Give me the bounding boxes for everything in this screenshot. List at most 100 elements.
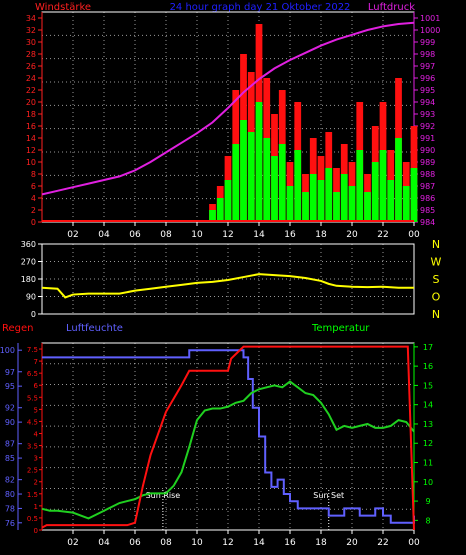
climate-panel-xtick-label: 06 bbox=[129, 538, 141, 548]
humidity-series-line bbox=[42, 349, 415, 524]
pressure-ytick-label: 990 bbox=[420, 146, 435, 155]
wind-avg-bar bbox=[333, 192, 340, 222]
rain-ytick-label: 2.5 bbox=[27, 467, 38, 475]
direction-ytick-label: 360 bbox=[21, 240, 36, 249]
pressure-ytick-label: 996 bbox=[420, 74, 435, 83]
wind-avg-bar bbox=[286, 186, 294, 222]
temperature-series-line bbox=[41, 380, 415, 520]
wind-avg-bar bbox=[379, 150, 387, 222]
pressure-ytick-label: 987 bbox=[420, 182, 435, 191]
temperature-ytick-label: 10 bbox=[423, 478, 433, 487]
wind-avg-bar bbox=[216, 198, 224, 222]
wind-ytick-label: 30 bbox=[26, 38, 36, 47]
pressure-series-line bbox=[41, 21, 415, 196]
wind-panel-xtick-label: 06 bbox=[129, 230, 141, 240]
direction-compass-label: N bbox=[432, 308, 440, 321]
wind-ytick-label: 20 bbox=[26, 98, 36, 107]
wind-avg-bar bbox=[263, 138, 271, 222]
temperature-ytick-label: 12 bbox=[423, 439, 433, 448]
temperature-ytick-label: 11 bbox=[423, 459, 433, 468]
wind-ytick-label: 26 bbox=[26, 62, 36, 71]
temperature-ytick-label: 14 bbox=[423, 401, 433, 410]
climate-panel-xtick-label: 14 bbox=[253, 538, 265, 548]
pressure-ytick-label: 986 bbox=[420, 194, 435, 203]
sun-marker-label: Sun Rise bbox=[146, 491, 181, 500]
humidity-ytick-label: 97 bbox=[5, 368, 15, 377]
wind-avg-bar bbox=[395, 138, 402, 222]
humidity-axis-title: Luftfeuchte bbox=[66, 323, 123, 334]
wind-avg-bar bbox=[410, 168, 418, 222]
wind-axis-title: Windstärke bbox=[35, 2, 91, 13]
sun-marker-label: Sun Set bbox=[313, 491, 344, 500]
wind-avg-bar bbox=[348, 186, 356, 222]
rain-ytick-label: 6.5 bbox=[27, 370, 38, 378]
climate-panel-xtick-label: 22 bbox=[377, 538, 388, 548]
wind-avg-bar bbox=[294, 150, 302, 222]
rain-ytick-label: 1 bbox=[34, 503, 38, 511]
wind-panel-xtick-label: 12 bbox=[222, 230, 233, 240]
direction-ytick-label: 0 bbox=[31, 310, 36, 319]
humidity-ytick-label: 90 bbox=[5, 418, 15, 427]
wind-avg-bar bbox=[309, 174, 317, 222]
direction-ytick-label: 180 bbox=[21, 275, 36, 284]
wind-ytick-label: 24 bbox=[26, 74, 36, 83]
pressure-axis-title: Luftdruck bbox=[368, 2, 415, 13]
wind-panel-xtick-label: 10 bbox=[191, 230, 203, 240]
wind-panel-xtick-label: 04 bbox=[98, 230, 110, 240]
wind-avg-bar bbox=[371, 162, 379, 222]
humidity-ytick-label: 78 bbox=[5, 504, 15, 513]
wind-panel-xtick-label: 22 bbox=[377, 230, 388, 240]
wind-panel-xtick-label: 02 bbox=[67, 230, 78, 240]
rain-ytick-label: 0.5 bbox=[27, 515, 38, 523]
wind-avg-bar bbox=[325, 168, 333, 222]
climate-panel-xtick-label: 18 bbox=[315, 538, 327, 548]
wind-avg-bar bbox=[224, 180, 232, 222]
rain-ytick-label: 7 bbox=[34, 358, 38, 366]
wind-avg-bar bbox=[240, 120, 247, 222]
wind-avg-bar bbox=[209, 210, 216, 222]
wind-panel-xtick-label: 16 bbox=[284, 230, 296, 240]
wind-panel-xtick-label: 14 bbox=[253, 230, 265, 240]
wind-ytick-label: 0 bbox=[31, 218, 36, 227]
climate-panel-xtick-label: 10 bbox=[191, 538, 203, 548]
wind-panel-xtick-label: 00 bbox=[408, 230, 420, 240]
climate-panel-xtick-label: 20 bbox=[346, 538, 358, 548]
wind-avg-bar bbox=[232, 144, 240, 222]
wind-ytick-label: 4 bbox=[31, 194, 36, 203]
temperature-ytick-label: 9 bbox=[425, 497, 430, 506]
humidity-ytick-label: 82 bbox=[5, 476, 15, 485]
direction-compass-label: O bbox=[432, 291, 441, 304]
pressure-ytick-label: 985 bbox=[420, 206, 435, 215]
wind-avg-bar bbox=[340, 174, 348, 222]
rain-ytick-label: 2 bbox=[34, 479, 38, 487]
wind-ytick-label: 6 bbox=[31, 182, 36, 191]
wind-ytick-label: 16 bbox=[26, 122, 36, 131]
wind-panel-xtick-label: 18 bbox=[315, 230, 327, 240]
direction-compass-label: W bbox=[431, 256, 442, 269]
climate-panel-xtick-label: 02 bbox=[67, 538, 78, 548]
wind-ytick-label: 8 bbox=[31, 170, 36, 179]
rain-ytick-label: 5 bbox=[34, 406, 38, 414]
climate-panel-xtick-label: 00 bbox=[408, 538, 420, 548]
temperature-ytick-label: 16 bbox=[423, 362, 433, 371]
climate-panel-xtick-label: 08 bbox=[160, 538, 172, 548]
climate-panel-xtick-label: 04 bbox=[98, 538, 110, 548]
pressure-ytick-label: 998 bbox=[420, 50, 435, 59]
humidity-ytick-label: 95 bbox=[5, 382, 15, 391]
pressure-ytick-label: 997 bbox=[420, 62, 435, 71]
wind-ytick-label: 32 bbox=[26, 26, 36, 35]
rain-ytick-label: 0 bbox=[34, 527, 38, 535]
humidity-ytick-label: 80 bbox=[5, 490, 15, 499]
rain-ytick-label: 3.5 bbox=[27, 443, 38, 451]
pressure-ytick-label: 991 bbox=[420, 134, 435, 143]
rain-ytick-label: 6 bbox=[34, 382, 39, 390]
direction-ytick-label: 270 bbox=[21, 258, 36, 267]
rain-ytick-label: 3 bbox=[34, 455, 38, 463]
temperature-axis-title: Temperatur bbox=[311, 323, 370, 334]
pressure-ytick-label: 988 bbox=[420, 170, 435, 179]
climate-panel-xtick-label: 12 bbox=[222, 538, 233, 548]
wind-ytick-label: 34 bbox=[26, 14, 36, 23]
rain-ytick-label: 1.5 bbox=[27, 491, 38, 499]
wind-avg-bar bbox=[255, 102, 263, 222]
